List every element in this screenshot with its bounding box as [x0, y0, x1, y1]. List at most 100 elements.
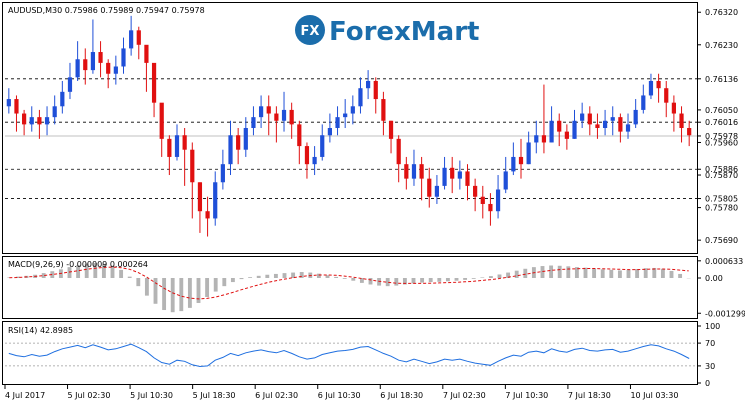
candle-body [679, 113, 684, 128]
price-tick-label: 0.76136 [705, 75, 738, 84]
rsi-line [8, 343, 690, 368]
candle-body [427, 178, 432, 197]
candle-body [411, 164, 417, 179]
candle-body [228, 135, 233, 165]
candle-body [44, 117, 50, 125]
time-tick-label: 7 Jul 18:30 [568, 391, 611, 400]
candle-body [106, 62, 111, 74]
candle-body [648, 80, 654, 96]
candle-body [289, 109, 294, 125]
candle-body [6, 99, 11, 107]
rsi-panel-frame [2, 321, 698, 385]
candle-body [625, 124, 631, 132]
candle-body [687, 128, 692, 136]
brand-logo-circle [295, 15, 325, 45]
rsi-tick-label: 100 [705, 322, 720, 331]
price-tick-label: 0.76230 [705, 41, 738, 50]
candle-body [473, 185, 478, 197]
price-tick-label: 0.76050 [705, 106, 738, 115]
rsi-tick-label: 70 [705, 339, 715, 348]
candle-body [167, 138, 172, 157]
macd-title: MACD(9,26,9) -0.000009 0.000264 [8, 260, 148, 269]
time-tick-label: 7 Jul 10:30 [505, 391, 548, 400]
candle-body [488, 203, 493, 212]
candle-body [602, 120, 608, 128]
candle-body [258, 106, 264, 118]
time-tick-label: 6 Jul 18:30 [380, 391, 423, 400]
candle-body [557, 120, 562, 132]
candle-body [503, 171, 508, 190]
candle-body [671, 102, 676, 114]
candle-body [434, 185, 440, 197]
time-tick-label: 5 Jul 02:30 [68, 391, 111, 400]
candle-body [83, 59, 88, 71]
candle-body [67, 77, 73, 92]
candle-body [121, 48, 126, 67]
price-chart-title: AUDUSD,M30 0.75986 0.75989 0.75947 0.759… [8, 6, 205, 15]
candle-body [388, 120, 394, 139]
time-tick-label: 5 Jul 18:30 [193, 391, 236, 400]
candle-body [205, 211, 210, 219]
brand-logo-text: ForexMart [329, 17, 479, 47]
candle-body [442, 167, 447, 186]
candle-body [495, 189, 501, 212]
candle-body [190, 149, 195, 183]
candle-body [174, 135, 180, 157]
price-tick-label: 0.75780 [705, 204, 738, 213]
macd-tick-label: 0.000633 [705, 257, 743, 266]
brand-logo: FX ForexMart [295, 15, 479, 47]
candle-body [251, 117, 256, 128]
time-tick-label: 6 Jul 02:30 [255, 391, 298, 400]
macd-tick-label: 0.00 [705, 274, 723, 283]
candle-body [610, 117, 615, 121]
candle-body [236, 135, 241, 150]
candle-body [580, 113, 585, 121]
candle-body [595, 124, 600, 128]
candle-body [90, 52, 96, 71]
candle-body [52, 106, 57, 118]
candle-body [29, 117, 34, 125]
price-tick-label: 0.75960 [705, 138, 738, 147]
candle-body [480, 196, 485, 204]
candle-body [129, 30, 134, 49]
candle-body [197, 182, 203, 212]
candle-body [343, 113, 348, 118]
candle-body [641, 95, 646, 110]
candle-body [213, 182, 218, 219]
macd-series [7, 263, 691, 313]
candle-body [327, 128, 332, 136]
time-tick-label: 4 Jul 2017 [5, 391, 45, 400]
candle-body [136, 30, 141, 45]
candle-body [350, 106, 355, 114]
candle-body [450, 167, 455, 179]
candle-body [220, 164, 225, 183]
candle-body [304, 146, 310, 165]
candlestick-series [6, 15, 692, 237]
candle-body [541, 135, 547, 143]
time-axis: 4 Jul 2017 5 Jul 02:30 5 Jul 10:30 5 Jul 18… [4, 385, 678, 400]
rsi-axis: 100 70 30 0 [697, 322, 720, 388]
candle-body [366, 80, 371, 89]
time-tick-label: 5 Jul 10:30 [130, 391, 173, 400]
candle-body [633, 109, 638, 125]
candle-body [404, 164, 409, 179]
macd-signal-line [9, 266, 689, 300]
candle-body [75, 59, 80, 78]
candle-body [518, 156, 524, 165]
time-tick-label: 7 Jul 02:30 [443, 391, 486, 400]
candle-body [564, 131, 569, 139]
brand-logo-mark: FX [301, 24, 320, 39]
price-tick-label: 0.75870 [705, 171, 738, 180]
candle-body [457, 171, 462, 179]
candle-body [381, 99, 386, 121]
macd-panel-frame [2, 256, 698, 319]
candle-body [151, 62, 157, 103]
price-tick-label: 0.75886 [705, 165, 738, 174]
price-tick-label: 0.75690 [705, 236, 738, 245]
candle-body [465, 171, 470, 186]
candle-body [572, 120, 577, 139]
candle-body [534, 135, 539, 143]
candle-body [243, 128, 248, 150]
candle-body [549, 120, 554, 143]
